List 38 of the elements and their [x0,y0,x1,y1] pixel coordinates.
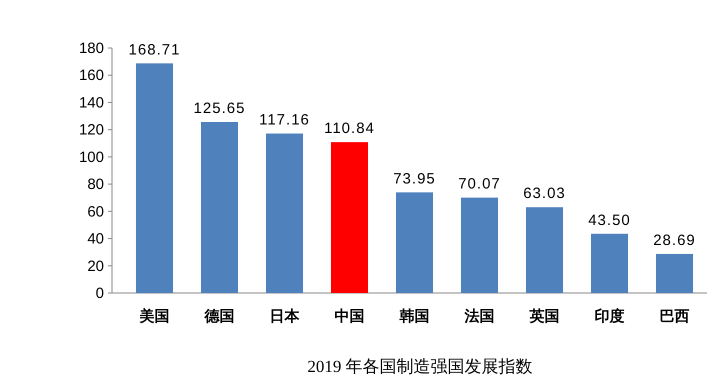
bar [460,198,498,293]
data-label: 168.71 [128,41,180,58]
x-tick-label: 中国 [334,308,364,325]
bar [396,192,434,293]
data-label: 70.07 [458,176,501,193]
bar [200,122,238,293]
y-tick-label: 40 [87,230,104,248]
x-tick-label: 法国 [464,308,494,325]
y-tick-label: 180 [78,40,104,57]
y-tick-label: 140 [78,94,104,112]
x-tick-label: 巴西 [660,308,690,325]
y-tick-label: 100 [78,148,104,166]
x-tick-label: 德国 [204,308,234,325]
y-tick-label: 120 [78,122,104,139]
y-tick-label: 60 [87,203,104,220]
y-tick-label: 20 [87,258,104,275]
data-label: 63.03 [523,185,566,202]
data-label: 28.69 [653,232,696,249]
data-label: 125.65 [194,100,246,117]
x-tick-label: 美国 [138,307,170,325]
y-tick-label: 160 [78,67,104,84]
bar [590,234,628,293]
x-tick-label: 韩国 [398,308,430,325]
bar [136,63,174,293]
x-tick-label: 日本 [270,308,300,325]
bar [266,134,304,293]
data-label: 73.95 [393,170,436,188]
x-tick-label: 英国 [528,308,560,325]
y-tick-label: 80 [87,176,104,194]
bar [656,254,694,293]
bar [330,142,368,293]
data-label: 117.16 [259,112,310,129]
data-label: 43.50 [588,212,631,229]
x-tick-label: 印度 [594,307,624,325]
y-tick-label: 0 [96,285,104,302]
bar [526,207,564,293]
text: 2019 年各国制造强国发展指数 [307,357,533,376]
data-label: 110.84 [324,120,375,138]
